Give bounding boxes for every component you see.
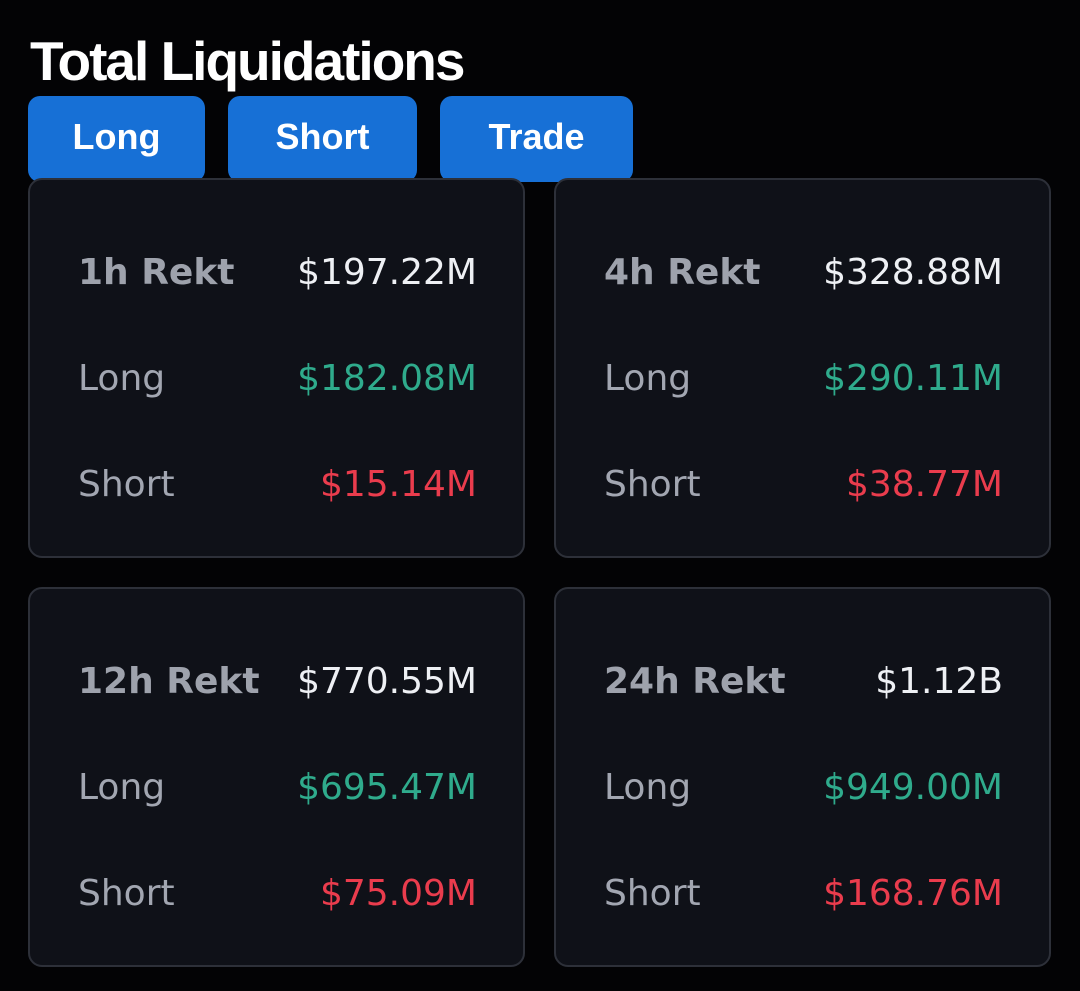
total-value: $197.22M [297,251,477,293]
total-row: 24h Rekt $1.12B [604,651,1003,711]
long-value: $182.08M [297,357,477,399]
card-4h-rekt: 4h Rekt $328.88M Long $290.11M Short $38… [554,178,1051,558]
long-button[interactable]: Long [28,96,205,182]
short-value: $15.14M [319,463,477,505]
long-value: $949.00M [823,766,1003,808]
long-value: $290.11M [823,357,1003,399]
short-row: Short $15.14M [78,454,477,514]
long-row: Long $290.11M [604,348,1003,408]
trade-button[interactable]: Trade [440,96,633,182]
long-label: Long [604,357,692,399]
short-label: Short [78,872,175,914]
short-row: Short $38.77M [604,454,1003,514]
long-value: $695.47M [297,766,477,808]
long-label: Long [604,766,692,808]
card-12h-rekt: 12h Rekt $770.55M Long $695.47M Short $7… [28,587,525,967]
card-24h-rekt: 24h Rekt $1.12B Long $949.00M Short $168… [554,587,1051,967]
long-row: Long $695.47M [78,757,477,817]
short-value: $38.77M [845,463,1003,505]
period-label: 1h Rekt [78,251,235,293]
short-label: Short [604,463,701,505]
short-button[interactable]: Short [228,96,417,182]
long-row: Long $949.00M [604,757,1003,817]
total-row: 4h Rekt $328.88M [604,242,1003,302]
total-value: $328.88M [823,251,1003,293]
short-label: Short [78,463,175,505]
short-value: $75.09M [319,872,477,914]
total-row: 1h Rekt $197.22M [78,242,477,302]
total-row: 12h Rekt $770.55M [78,651,477,711]
long-label: Long [78,766,166,808]
short-row: Short $168.76M [604,863,1003,923]
total-value: $1.12B [875,660,1003,702]
short-value: $168.76M [823,872,1003,914]
short-label: Short [604,872,701,914]
period-label: 4h Rekt [604,251,761,293]
short-row: Short $75.09M [78,863,477,923]
long-row: Long $182.08M [78,348,477,408]
period-label: 12h Rekt [78,660,260,702]
long-label: Long [78,357,166,399]
page-title: Total Liquidations [30,30,465,92]
period-label: 24h Rekt [604,660,786,702]
total-value: $770.55M [297,660,477,702]
card-1h-rekt: 1h Rekt $197.22M Long $182.08M Short $15… [28,178,525,558]
